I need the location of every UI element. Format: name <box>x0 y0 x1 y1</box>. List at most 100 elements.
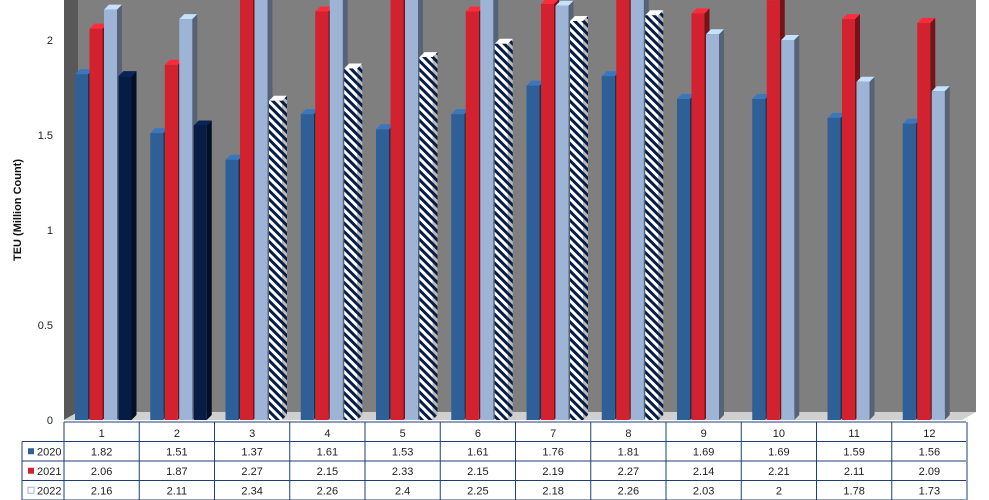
bar <box>164 64 178 420</box>
bar-side <box>282 95 287 421</box>
data-label: 1.61 <box>467 446 488 458</box>
bar <box>541 3 554 421</box>
data-label: 2.21 <box>768 466 789 478</box>
data-label: 2.11 <box>844 466 865 478</box>
bar-top <box>494 38 513 44</box>
bar <box>752 98 766 421</box>
data-label: 1.56 <box>919 446 940 458</box>
bar-top <box>691 8 710 14</box>
y-tick-label: 1.5 <box>38 130 53 142</box>
bar <box>570 21 583 420</box>
y-tick-label: 2 <box>47 35 53 47</box>
floor <box>64 412 976 420</box>
bar <box>645 15 659 421</box>
bar <box>902 123 916 420</box>
data-label: 1.37 <box>241 446 262 458</box>
legend-entry: 2021 <box>37 466 61 478</box>
bar-top <box>706 29 724 35</box>
data-label: 2.15 <box>317 466 338 478</box>
bar-top <box>376 124 394 130</box>
bar-top <box>902 118 921 124</box>
bar-side <box>794 35 800 420</box>
data-label: 2.09 <box>919 466 940 478</box>
y-tick-label: 0.5 <box>38 320 53 332</box>
bar <box>376 129 389 421</box>
bar <box>329 0 343 420</box>
data-label: 1.76 <box>542 446 563 458</box>
bar-top <box>917 17 936 23</box>
x-tick-label: 4 <box>324 428 330 440</box>
data-label: 1.69 <box>693 446 714 458</box>
bar <box>89 28 103 420</box>
bar <box>555 5 569 421</box>
bar-top <box>300 109 319 115</box>
data-label: 2.34 <box>241 485 262 497</box>
legend-key <box>28 448 34 455</box>
bar-side <box>206 120 212 420</box>
bar <box>344 68 358 420</box>
y-axis: TEU (Million Count) 0 0.5 1 1.5 2 <box>12 35 53 427</box>
data-label: 1.69 <box>768 446 789 458</box>
bar <box>706 34 719 421</box>
bar-top <box>269 95 287 101</box>
data-label: 2.19 <box>542 466 563 478</box>
bar <box>390 0 404 421</box>
bar <box>75 74 88 420</box>
bar-top <box>451 109 470 115</box>
x-tick-label: 3 <box>249 428 255 440</box>
bar <box>781 40 795 420</box>
bar <box>193 125 207 420</box>
data-label: 2.27 <box>241 466 262 478</box>
bar-top <box>104 4 122 10</box>
bar-top <box>781 35 800 40</box>
data-label: 2.14 <box>693 466 714 478</box>
bar-top <box>118 71 137 77</box>
data-label: 2.27 <box>618 466 639 478</box>
bar-top <box>344 63 363 69</box>
data-label: 2.16 <box>91 485 112 497</box>
data-label: 1.81 <box>618 446 639 458</box>
bar <box>269 100 282 421</box>
bar-top <box>315 6 334 12</box>
bar <box>240 0 253 420</box>
x-tick-label: 10 <box>773 428 785 440</box>
x-tick-label: 7 <box>550 428 556 440</box>
bar <box>630 0 644 420</box>
bar <box>480 0 494 420</box>
bar-top <box>193 120 212 126</box>
bar-top <box>645 10 664 16</box>
bar-top <box>75 69 93 75</box>
data-label: 2.06 <box>91 466 112 478</box>
legend-entry: 2020 <box>37 446 61 458</box>
bar <box>225 159 239 420</box>
bar-top <box>89 23 108 29</box>
bar-top <box>842 14 860 20</box>
bar-side <box>658 10 664 421</box>
bar <box>104 9 117 420</box>
x-tick-label: 12 <box>923 428 935 440</box>
bar <box>150 133 164 420</box>
data-label: 2.26 <box>618 485 639 497</box>
bar <box>677 98 690 421</box>
x-tick-label: 5 <box>400 428 406 440</box>
bar <box>766 0 780 420</box>
bar-side <box>719 29 724 421</box>
bar <box>118 76 132 420</box>
data-label: 2.25 <box>467 485 488 497</box>
data-label: 1.53 <box>392 446 413 458</box>
data-label: 2.11 <box>167 485 188 497</box>
data-label: 1.87 <box>166 466 187 478</box>
bar-side <box>583 16 588 420</box>
data-label: 1.59 <box>843 446 864 458</box>
bar-top <box>164 59 183 65</box>
bar <box>315 11 329 420</box>
y-tick-label: 0 <box>47 415 53 427</box>
bar-top <box>541 0 558 4</box>
data-label: 1.82 <box>91 446 112 458</box>
x-tick-label: 8 <box>625 428 631 440</box>
side-wall <box>64 0 78 420</box>
bar <box>526 85 540 420</box>
bar <box>405 0 418 420</box>
data-label: 2.4 <box>395 485 410 497</box>
